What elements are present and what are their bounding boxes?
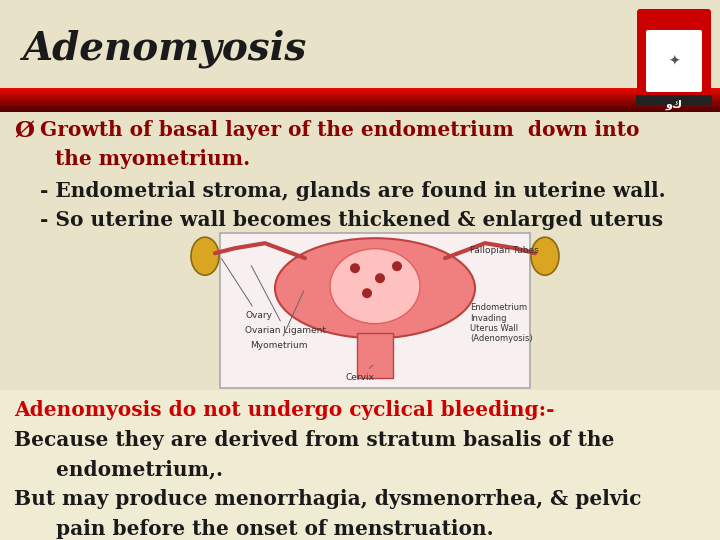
Ellipse shape bbox=[191, 237, 219, 275]
Bar bbox=[636, 95, 712, 105]
Bar bbox=[0, 88, 720, 89]
Ellipse shape bbox=[330, 249, 420, 323]
Bar bbox=[0, 111, 720, 112]
Wedge shape bbox=[640, 18, 708, 52]
Text: But may produce menorrhagia, dysmenorrhea, & pelvic: But may produce menorrhagia, dysmenorrhe… bbox=[14, 489, 642, 509]
Bar bbox=[0, 90, 720, 92]
Text: Adenomyosis: Adenomyosis bbox=[22, 30, 306, 69]
Circle shape bbox=[362, 288, 372, 298]
Text: endometrium,.: endometrium,. bbox=[14, 460, 223, 480]
Circle shape bbox=[392, 261, 402, 271]
Bar bbox=[0, 109, 720, 110]
Text: Cervix: Cervix bbox=[345, 365, 374, 382]
Text: Endometrium
Invading
Uterus Wall
(Adenomyosis): Endometrium Invading Uterus Wall (Adenom… bbox=[470, 303, 533, 343]
Bar bbox=[0, 103, 720, 104]
Bar bbox=[0, 92, 720, 93]
Text: Adenomyosis do not undergo cyclical bleeding:-: Adenomyosis do not undergo cyclical blee… bbox=[14, 400, 554, 420]
Ellipse shape bbox=[531, 237, 559, 275]
Bar bbox=[0, 390, 720, 540]
Bar bbox=[357, 333, 393, 378]
FancyBboxPatch shape bbox=[646, 30, 702, 92]
Text: Ovary: Ovary bbox=[222, 259, 272, 320]
Bar bbox=[0, 110, 720, 111]
Text: ✦: ✦ bbox=[668, 55, 680, 69]
Text: Growth of basal layer of the endometrium  down into: Growth of basal layer of the endometrium… bbox=[40, 120, 639, 140]
Circle shape bbox=[350, 263, 360, 273]
Bar bbox=[0, 99, 720, 100]
Text: Ø: Ø bbox=[14, 120, 34, 142]
Bar bbox=[220, 233, 530, 388]
Text: the myometrium.: the myometrium. bbox=[55, 149, 250, 169]
Bar bbox=[0, 97, 720, 98]
Text: Ovarian Ligament: Ovarian Ligament bbox=[245, 266, 326, 335]
Bar bbox=[0, 104, 720, 105]
Text: Fallopian Tubes: Fallopian Tubes bbox=[470, 246, 539, 255]
Text: وك: وك bbox=[665, 100, 683, 110]
Bar bbox=[0, 105, 720, 106]
Bar bbox=[0, 98, 720, 99]
Text: Myometrium: Myometrium bbox=[250, 291, 307, 350]
Bar bbox=[0, 95, 720, 97]
Bar bbox=[0, 107, 720, 109]
Ellipse shape bbox=[275, 238, 475, 338]
FancyBboxPatch shape bbox=[637, 9, 711, 103]
Text: Because they are derived from stratum basalis of the: Because they are derived from stratum ba… bbox=[14, 430, 614, 450]
Bar bbox=[0, 89, 720, 90]
Bar bbox=[0, 100, 720, 101]
Bar bbox=[0, 94, 720, 95]
Bar bbox=[0, 93, 720, 94]
Bar bbox=[0, 106, 720, 107]
Text: - So uterine wall becomes thickened & enlarged uterus: - So uterine wall becomes thickened & en… bbox=[40, 210, 663, 230]
Bar bbox=[0, 101, 720, 103]
Circle shape bbox=[375, 273, 385, 283]
Text: - Endometrial stroma, glands are found in uterine wall.: - Endometrial stroma, glands are found i… bbox=[40, 181, 665, 201]
Text: pain before the onset of menstruation.: pain before the onset of menstruation. bbox=[14, 519, 494, 539]
